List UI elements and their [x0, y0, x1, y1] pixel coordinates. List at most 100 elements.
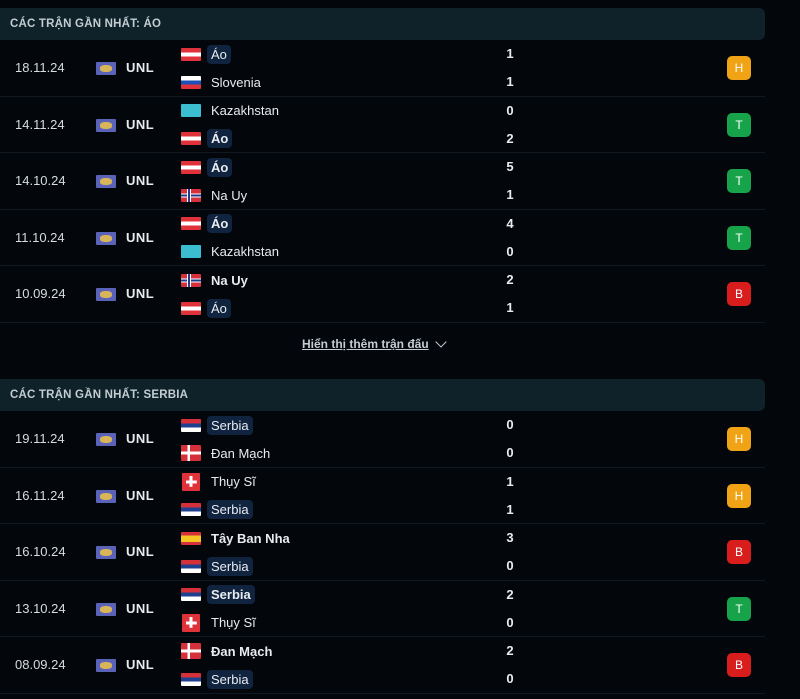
result-badge: B: [727, 540, 751, 564]
team-name: Đan Mạch: [211, 445, 271, 461]
match-row[interactable]: 18.11.24 UNL Áo Slovenia 1 1 H: [0, 40, 765, 97]
flag-icon: [181, 503, 201, 516]
away-score: 0: [506, 558, 514, 573]
flag-icon: [182, 472, 200, 491]
home-team[interactable]: Áo: [181, 44, 231, 64]
team-name: Áo: [207, 298, 231, 318]
match-date: 08.09.24: [15, 657, 66, 672]
league-logo-icon: [96, 175, 116, 188]
team-name: Serbia: [207, 669, 253, 689]
flag-icon: [181, 245, 201, 258]
show-more-link[interactable]: Hiển thị thêm trận đấu: [302, 336, 447, 351]
league-logo-icon: [96, 231, 116, 245]
team-name: Áo: [207, 44, 231, 64]
flag-icon: [181, 588, 201, 601]
away-team[interactable]: Áo: [181, 129, 233, 149]
result-badge: T: [727, 112, 751, 137]
section-serbia: CÁC TRẬN GẦN NHẤT: SERBIA 19.11.24 UNL S…: [0, 379, 765, 694]
away-score: 0: [506, 614, 514, 630]
result-badge: T: [727, 169, 751, 193]
match-row[interactable]: 13.10.24 UNL Serbia Thụy Sĩ 2 0 T: [0, 581, 765, 637]
home-team[interactable]: Serbia: [181, 585, 255, 605]
match-row[interactable]: 11.10.24 UNL Áo Kazakhstan 4 0 T: [0, 210, 765, 266]
home-score: 1: [506, 46, 514, 61]
team-name: Na Uy: [211, 187, 248, 203]
match-date: 14.10.24: [15, 173, 66, 188]
league-logo-icon: [96, 659, 116, 672]
result-badge: T: [727, 596, 751, 621]
away-score: 0: [506, 671, 514, 686]
home-team[interactable]: Áo: [181, 157, 233, 177]
away-team[interactable]: Áo: [181, 298, 231, 318]
section-title: CÁC TRẬN GẦN NHẤT: SERBIA: [0, 379, 765, 411]
away-team[interactable]: Đan Mạch: [181, 443, 274, 463]
home-score: 3: [506, 530, 514, 545]
team-name: Serbia: [207, 556, 253, 576]
league-logo-icon: [96, 118, 116, 132]
league-logo-icon: [96, 489, 116, 503]
flag-icon: [181, 643, 201, 659]
flag-icon: [181, 531, 201, 545]
match-row[interactable]: 14.10.24 UNL Áo Na Uy 5 1 T: [0, 153, 765, 210]
home-score: 0: [506, 417, 514, 432]
home-team[interactable]: Đan Mạch: [181, 641, 276, 661]
home-team[interactable]: Thụy Sĩ: [181, 472, 260, 492]
match-date: 11.10.24: [15, 229, 65, 245]
flag-icon: [182, 613, 200, 632]
home-team[interactable]: Serbia: [181, 415, 253, 435]
flag-icon: [181, 160, 201, 174]
team-name: Na Uy: [211, 272, 248, 288]
away-team[interactable]: Na Uy: [181, 185, 251, 205]
home-team[interactable]: Tây Ban Nha: [181, 528, 294, 548]
match-date: 16.11.24: [15, 487, 65, 503]
flag-icon: [181, 132, 201, 145]
chevron-down-icon: [435, 336, 447, 348]
match-date: 19.11.24: [15, 431, 65, 446]
team-name: Serbia: [207, 415, 253, 435]
flag-icon: [181, 47, 201, 61]
away-team[interactable]: Kazakhstan: [181, 242, 283, 262]
league-name: UNL: [126, 487, 155, 503]
match-row[interactable]: 10.09.24 UNL Na Uy Áo 2 1 B: [0, 266, 765, 323]
home-team[interactable]: Áo: [181, 214, 233, 234]
match-row[interactable]: 14.11.24 UNL Kazakhstan Áo 0 2 T: [0, 97, 765, 153]
away-score: 1: [506, 187, 514, 202]
home-score: 2: [506, 586, 514, 602]
match-row[interactable]: 16.10.24 UNL Tây Ban Nha Serbia 3 0 B: [0, 524, 765, 581]
away-score: 2: [506, 130, 514, 146]
home-score: 5: [506, 159, 514, 174]
result-badge: B: [727, 653, 751, 677]
league-name: UNL: [126, 60, 155, 75]
team-name: Thụy Sĩ: [211, 615, 256, 630]
away-team[interactable]: Slovenia: [181, 72, 265, 92]
away-team[interactable]: Thụy Sĩ: [181, 613, 260, 633]
league-logo-icon: [96, 433, 116, 446]
away-team[interactable]: Serbia: [181, 669, 253, 689]
league-logo-icon: [96, 602, 116, 616]
home-team[interactable]: Na Uy: [181, 270, 252, 290]
away-score: 0: [506, 445, 514, 460]
match-row[interactable]: 19.11.24 UNL Serbia Đan Mạch 0 0 H: [0, 411, 765, 468]
away-score: 1: [506, 300, 514, 315]
match-row[interactable]: 16.11.24 UNL Thụy Sĩ Serbia 1 1 H: [0, 468, 765, 524]
team-name: Thụy Sĩ: [211, 474, 256, 489]
match-date: 16.10.24: [15, 544, 66, 559]
home-score: 4: [506, 215, 514, 231]
home-score: 0: [506, 102, 514, 118]
flag-icon: [181, 559, 201, 573]
team-name: Serbia: [207, 585, 255, 604]
home-score: 2: [506, 272, 514, 287]
team-name: Tây Ban Nha: [211, 530, 290, 546]
team-name: Áo: [207, 129, 233, 148]
team-name: Đan Mạch: [211, 643, 273, 659]
team-name: Slovenia: [211, 74, 261, 90]
league-logo-icon: [96, 546, 116, 559]
league-name: UNL: [126, 544, 155, 559]
flag-icon: [181, 217, 201, 230]
match-row[interactable]: 08.09.24 UNL Đan Mạch Serbia 2 0 B: [0, 637, 765, 694]
away-team[interactable]: Serbia: [181, 500, 253, 520]
away-team[interactable]: Serbia: [181, 556, 253, 576]
home-team[interactable]: Kazakhstan: [181, 101, 283, 121]
team-name: Kazakhstan: [211, 244, 279, 259]
league-name: UNL: [126, 431, 155, 446]
